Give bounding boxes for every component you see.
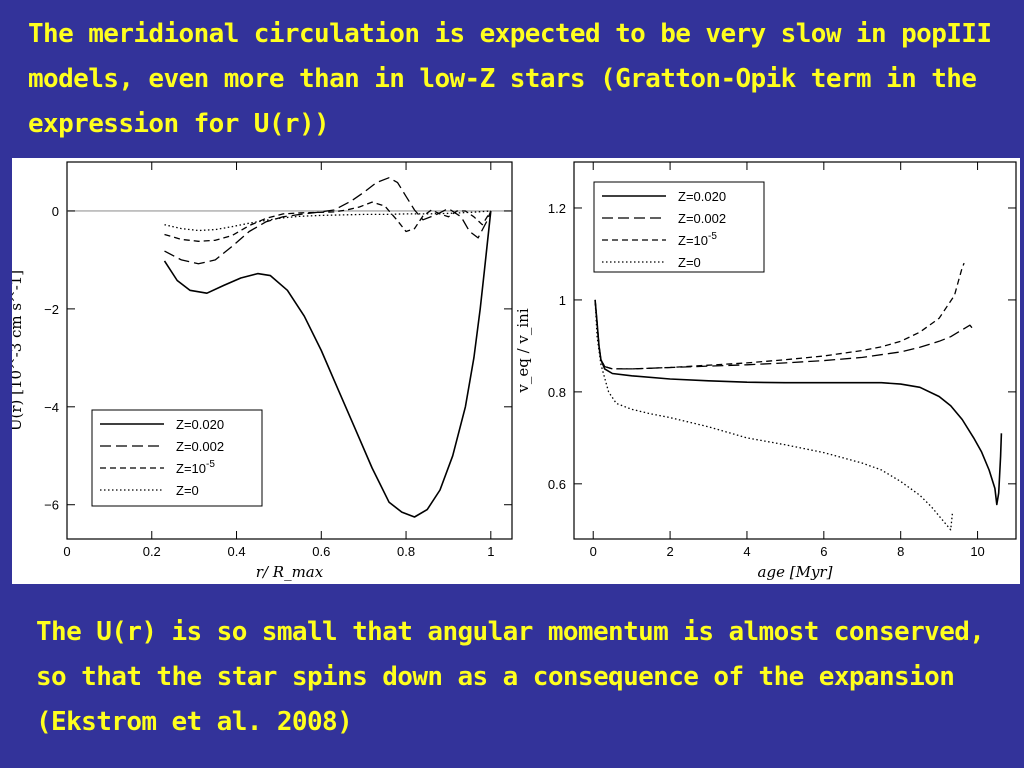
y-tick-label: 0	[52, 204, 59, 219]
legend-box	[593, 181, 765, 273]
series-line-1	[594, 299, 1003, 506]
x-tick-label: 0	[63, 544, 70, 559]
series-line-4	[164, 210, 491, 232]
y-tick-label: 1	[559, 293, 566, 308]
y-axis-label: U(r) [10^-3 cm s^-1]	[12, 270, 25, 431]
plot-frame	[573, 161, 1017, 540]
x-axis-label: age [Myr]	[758, 563, 833, 581]
x-tick-label: 4	[743, 544, 750, 559]
chart-panel-velocity-ratio: 0 2 4 6 8 10 0.6 0.8 1 1.2 Z=0.020 Z=0.002 Z=10-5 Z=0…	[516, 158, 1020, 584]
series-line-2	[594, 299, 975, 370]
legend-label: Z=10-5	[176, 459, 215, 476]
legend-label: Z=0	[678, 255, 701, 270]
y-tick-label: 1.2	[548, 201, 566, 216]
x-tick-label: 0	[590, 544, 597, 559]
x-tick-label: 0.6	[312, 544, 330, 559]
x-tick-label: 2	[666, 544, 673, 559]
y-tick-label: −6	[44, 498, 59, 513]
legend-label: Z=10-5	[678, 231, 717, 248]
y-axis-label: v_eq / v_ini	[516, 308, 532, 393]
x-axis-label: r/ R_max	[256, 563, 324, 581]
x-tick-label: 0.4	[227, 544, 245, 559]
slide-caption-text: The U(r) is so small that angular moment…	[36, 617, 985, 737]
slide-title-text: The meridional circulation is expected t…	[28, 19, 992, 139]
plot-frame	[66, 161, 513, 540]
y-tick-label: 0.8	[548, 385, 566, 400]
y-tick-label: −4	[44, 400, 59, 415]
chart-legend: Z=0.020 Z=0.002 Z=10-5 Z=0	[593, 181, 765, 273]
legend-label: Z=0	[176, 483, 199, 498]
chart-u-of-r: 0 0.2 0.4 0.6 0.8 1 0 −2 −4 −6 Z=0.020 Z=0.002 Z=10-…	[12, 161, 513, 581]
series-line-2	[164, 177, 492, 265]
y-tick-label: 0.6	[548, 477, 566, 492]
x-tick-label: 6	[820, 544, 827, 559]
chart-velocity-ratio: 0 2 4 6 8 100.60.811.2Z=0.020Z=0.002Z=10-5Z=0…	[516, 161, 1017, 581]
chart-legend: Z=0.020 Z=0.002 Z=10-5 Z=0	[91, 409, 263, 507]
y-tick-label: −2	[44, 302, 59, 317]
series-line-4	[594, 299, 954, 531]
x-tick-label: 0.8	[397, 544, 415, 559]
x-tick-label: 8	[897, 544, 904, 559]
x-tick-label: 0.2	[143, 544, 161, 559]
series-line-3	[594, 262, 965, 370]
x-tick-label: 10	[970, 544, 984, 559]
series-line-1	[163, 210, 492, 518]
legend-label: Z=0.002	[678, 211, 726, 226]
legend-label: Z=0.020	[176, 417, 224, 432]
series-line-3	[164, 201, 492, 242]
chart-panel-u-of-r: 0 0.2 0.4 0.6 0.8 1 0 −2 −4 −6 Z=0.020 Z=0.002 Z=10-…	[12, 158, 516, 584]
x-tick-label: 1	[487, 544, 494, 559]
legend-label: Z=0.002	[176, 439, 224, 454]
legend-label: Z=0.020	[678, 189, 726, 204]
